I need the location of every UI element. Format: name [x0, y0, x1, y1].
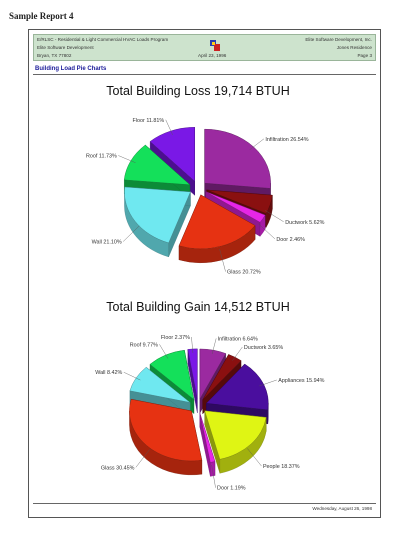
pie-slice-glass [129, 398, 203, 462]
slice-label-door: Door 2.46% [276, 237, 305, 243]
slice-label-infiltration: Infiltration 26.54% [265, 137, 308, 143]
header-city: Bryan, TX 77802 [37, 53, 72, 58]
slice-rim-door [210, 461, 216, 477]
slice-label-glass: Glass 30.45% [101, 465, 135, 471]
slice-label-people: People 18.37% [263, 464, 300, 470]
report-caption: Sample Report 4 [9, 11, 74, 21]
slice-label-floor: Floor 11.81% [133, 118, 165, 124]
leader-line-glass [219, 249, 226, 272]
pie-chart-1: Infiltration 26.54% Ductwork 5.62% Door 2.… [86, 118, 325, 276]
pie-slice-glass [178, 194, 256, 250]
slice-label-appliances: Appliances 15.94% [278, 378, 324, 384]
leader-line-roof [118, 155, 136, 163]
leader-line-ductwork [232, 346, 243, 361]
leader-line-door [258, 223, 276, 239]
header-program-name: E/RLSC - Residential & Light Commercial … [37, 37, 169, 42]
leader-line-floor [191, 336, 194, 353]
slice-label-ductwork: Ductwork 5.62% [285, 220, 324, 226]
leader-line-appliances [259, 379, 277, 387]
pie-slice-people [204, 410, 267, 460]
leader-line-floor [165, 119, 173, 136]
header-developer: Elite Software Development, Inc. [305, 37, 372, 42]
leader-line-infiltration [211, 338, 217, 355]
chart-title-1: Total Building Loss 19,714 BTUH [106, 84, 289, 98]
slice-label-ductwork: Ductwork 3.65% [244, 345, 283, 351]
footer-date: Wednesday, August 26, 1998 [312, 506, 372, 511]
header-page-number: Page 3 [357, 53, 372, 58]
slice-label-floor: Floor 2.37% [161, 335, 190, 341]
leader-line-roof [159, 344, 169, 359]
leader-line-infiltration [249, 138, 265, 150]
report-footer: Wednesday, August 26, 1998 [33, 503, 376, 513]
section-heading: Building Load Pie Charts [33, 66, 376, 75]
pie-slice-wall [124, 186, 191, 244]
header-company: Elite Software Development [37, 45, 94, 50]
chart-title-2: Total Building Gain 14,512 BTUH [106, 300, 289, 314]
section-title: Building Load Pie Charts [35, 66, 107, 72]
pie-chart-2: Infiltration 6.64% Ductwork 3.65% Applianc… [95, 335, 324, 492]
slice-label-roof: Roof 9.77% [130, 342, 158, 348]
leader-line-people [247, 448, 262, 467]
program-logo-icon [210, 40, 220, 51]
leader-line-wall [123, 225, 140, 242]
leader-line-ductwork [265, 210, 284, 222]
report-header: E/RLSC - Residential & Light Commercial … [33, 34, 376, 61]
slice-label-glass: Glass 20.72% [227, 270, 261, 276]
leader-line-glass [135, 449, 150, 468]
leader-line-wall [123, 372, 141, 381]
pie-slice-ductwork [206, 189, 273, 214]
header-date: April 23, 1996 [198, 53, 227, 58]
pie-slice-infiltration [204, 128, 271, 189]
header-project: Jones Residence [336, 45, 372, 50]
slice-label-wall: Wall 8.42% [95, 370, 122, 376]
pie-slice-door [205, 191, 266, 223]
slice-label-wall: Wall 21.10% [92, 240, 122, 246]
leader-line-door [211, 465, 216, 488]
slice-label-roof: Roof 11.73% [86, 154, 117, 160]
pie-slice-door [199, 412, 216, 463]
slice-label-door: Door 1.19% [217, 486, 246, 492]
slice-label-infiltration: Infiltration 6.64% [218, 336, 258, 342]
